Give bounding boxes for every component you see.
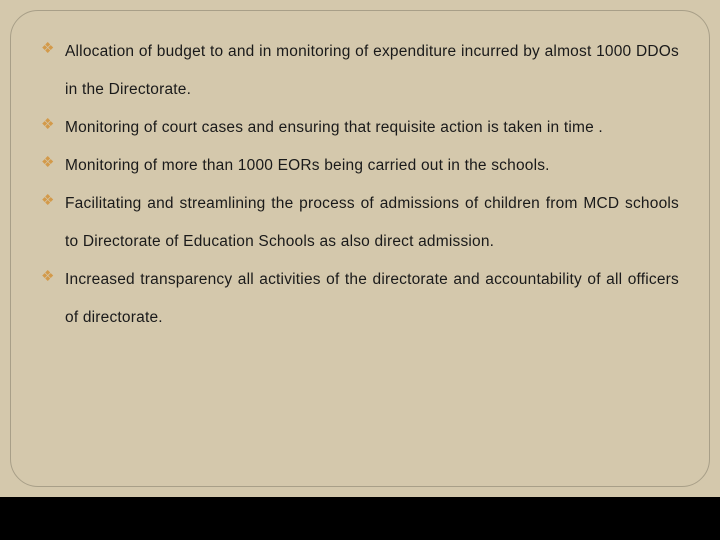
bullet-text: Allocation of budget to and in monitorin… [65,33,679,109]
slide-frame: ❖ Allocation of budget to and in monitor… [10,10,710,487]
list-item: ❖ Monitoring of court cases and ensuring… [41,109,679,147]
bullet-text: Increased transparency all activities of… [65,261,679,337]
diamond-bullet-icon: ❖ [41,261,65,293]
diamond-bullet-icon: ❖ [41,185,65,217]
list-item: ❖ Increased transparency all activities … [41,261,679,337]
diamond-bullet-icon: ❖ [41,147,65,179]
list-item: ❖ Facilitating and streamlining the proc… [41,185,679,261]
list-item: ❖ Allocation of budget to and in monitor… [41,33,679,109]
diamond-bullet-icon: ❖ [41,33,65,65]
bullet-text: Facilitating and streamlining the proces… [65,185,679,261]
bullet-list: ❖ Allocation of budget to and in monitor… [41,33,679,337]
list-item: ❖ Monitoring of more than 1000 EORs bein… [41,147,679,185]
diamond-bullet-icon: ❖ [41,109,65,141]
bullet-text: Monitoring of court cases and ensuring t… [65,109,679,147]
slide: ❖ Allocation of budget to and in monitor… [0,0,720,497]
bullet-text: Monitoring of more than 1000 EORs being … [65,147,679,185]
